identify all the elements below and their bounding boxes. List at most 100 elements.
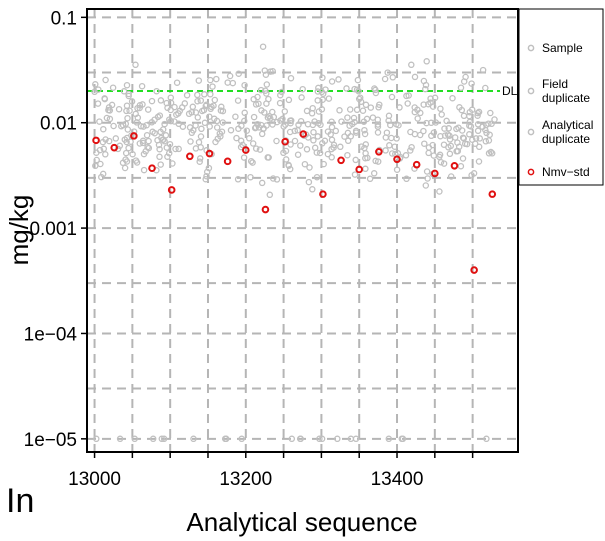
sample-point (224, 79, 231, 86)
sample-point (285, 96, 293, 104)
legend-label: Field (542, 77, 568, 91)
sample-point (106, 115, 114, 123)
sample-point (115, 105, 123, 113)
sample-point (449, 94, 456, 102)
sample-point (153, 87, 160, 95)
sample-point (457, 162, 465, 170)
sample-point (408, 143, 415, 151)
sample-point (263, 100, 270, 107)
legend-marker (527, 87, 535, 95)
sample-point (387, 121, 394, 129)
sample-point (374, 121, 382, 128)
sample-point (211, 96, 219, 104)
legend-label: Analytical (542, 118, 593, 132)
sample-point (381, 75, 389, 83)
sample-point (203, 172, 210, 180)
sample-point (185, 110, 193, 118)
sample-point (468, 80, 475, 87)
sample-point (267, 68, 274, 75)
x-tick-label: 13400 (371, 469, 424, 490)
sample-point (382, 147, 389, 154)
nmv-std-point (375, 147, 383, 156)
sample-point (404, 100, 411, 107)
sample-point (328, 78, 336, 85)
legend-marker (527, 44, 535, 52)
plot-frame (86, 8, 519, 453)
sample-point (316, 435, 323, 443)
sample-point (475, 108, 483, 116)
sample-point (273, 137, 280, 145)
sample-point (132, 61, 139, 69)
sample-point (422, 81, 430, 89)
sample-point (286, 165, 294, 173)
sample-point (354, 76, 362, 84)
sample-point (352, 129, 360, 136)
sample-point (241, 81, 248, 89)
sample-point (305, 178, 313, 186)
sample-point (213, 75, 220, 83)
y-axis-title: mg/kg (4, 195, 34, 266)
sample-point (151, 129, 158, 137)
sample-point (151, 116, 158, 123)
sample-point (234, 176, 242, 183)
sample-point (471, 140, 479, 147)
sample-point (105, 104, 113, 111)
sample-point (139, 139, 147, 147)
sample-point (91, 88, 98, 96)
sample-point (260, 125, 267, 132)
sample-point (453, 148, 460, 155)
sample-point (276, 99, 284, 107)
nmv-std-point (470, 266, 478, 274)
sample-point (172, 145, 179, 153)
nmv-std-point (319, 190, 327, 198)
x-axis-title: Analytical sequence (186, 507, 417, 537)
sample-point (254, 120, 261, 128)
sample-point (116, 435, 124, 443)
sample-point (241, 109, 248, 117)
sample-point (446, 150, 454, 158)
sample-point (315, 84, 322, 92)
sample-point (264, 114, 272, 121)
sample-point (209, 83, 216, 90)
sample-point (259, 43, 267, 50)
sample-point (281, 108, 289, 115)
sample-point (421, 140, 428, 147)
sample-point (466, 131, 473, 138)
sample-point (320, 160, 327, 168)
sample-point (99, 138, 107, 146)
sample-point (361, 130, 369, 138)
sample-point (350, 114, 358, 122)
sample-point (485, 150, 493, 157)
sample-point (127, 138, 134, 145)
sample-point (463, 140, 471, 148)
sample-point (201, 119, 209, 127)
sample-point (243, 127, 251, 134)
sample-point (179, 123, 187, 130)
sample-point (194, 97, 201, 105)
sample-point (123, 107, 130, 115)
sample-point (132, 157, 140, 164)
sample-point (487, 109, 494, 117)
sample-point (217, 107, 225, 114)
sample-point (159, 126, 167, 133)
sample-point (361, 126, 368, 134)
sample-point (110, 122, 117, 130)
sample-point (474, 109, 482, 117)
sample-point (311, 118, 318, 125)
sample-point (124, 114, 131, 122)
sample-point (189, 103, 197, 111)
sample-point (310, 128, 317, 136)
sample-point (314, 133, 322, 140)
sample-point (154, 136, 161, 144)
sample-point (266, 191, 274, 199)
sample-point (194, 91, 201, 99)
sample-point (128, 98, 136, 105)
sample-point (388, 150, 396, 157)
sample-point (395, 121, 402, 129)
sample-point (125, 92, 132, 100)
sample-point (156, 153, 163, 161)
sample-point (201, 91, 208, 98)
sample-point (454, 139, 461, 146)
nmv-std-point (205, 149, 214, 158)
